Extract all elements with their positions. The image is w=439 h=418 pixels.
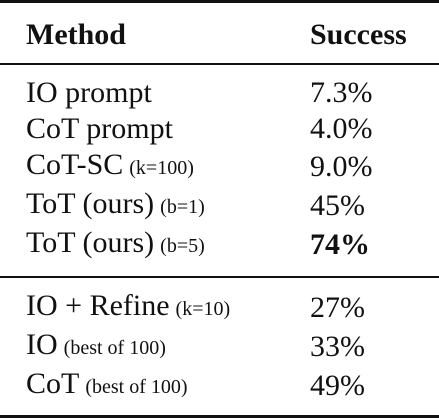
success-cell: 49%	[310, 368, 365, 402]
table-row: CoT (best of 100) 49%	[0, 366, 439, 417]
method-name: IO + Refine	[26, 289, 170, 322]
method-param: (k=100)	[129, 157, 194, 179]
method-cell: IO + Refine (k=10)	[0, 277, 302, 327]
method-cell: CoT (best of 100)	[0, 366, 302, 417]
table-row: CoT prompt 4.0%	[0, 111, 439, 147]
method-name: IO	[26, 328, 58, 361]
method-cell: IO prompt	[0, 64, 302, 111]
method-cell: ToT (ours) (b=1)	[0, 186, 302, 225]
method-param: (best of 100)	[85, 376, 188, 398]
success-cell: 9.0%	[310, 149, 373, 183]
header-row: Method Success	[0, 1, 439, 65]
method-cell: CoT-SC (k=100)	[0, 147, 302, 186]
method-name: ToT (ours)	[26, 187, 155, 220]
method-param: (b=1)	[160, 196, 205, 218]
header-success: Success	[310, 18, 407, 51]
method-cell: IO (best of 100)	[0, 327, 302, 366]
method-name: IO prompt	[26, 76, 152, 109]
table-row: ToT (ours) (b=1) 45%	[0, 186, 439, 225]
method-name: CoT prompt	[26, 112, 173, 145]
method-name: ToT (ours)	[26, 226, 155, 259]
method-param: (k=10)	[175, 298, 231, 320]
table-row: CoT-SC (k=100) 9.0%	[0, 147, 439, 186]
success-cell: 4.0%	[310, 112, 373, 145]
success-cell: 27%	[310, 290, 365, 324]
table-row: ToT (ours) (b=5) 74%	[0, 225, 439, 277]
success-cell: 7.3%	[310, 76, 373, 109]
method-param: (best of 100)	[63, 337, 166, 359]
success-cell-best: 74%	[310, 227, 370, 261]
table-row: IO (best of 100) 33%	[0, 327, 439, 366]
method-name: CoT-SC	[26, 148, 124, 181]
method-param: (b=5)	[160, 235, 205, 257]
success-cell: 45%	[310, 188, 365, 222]
header-method: Method	[26, 18, 126, 51]
method-name: CoT	[26, 367, 80, 400]
table-row: IO prompt 7.3%	[0, 64, 439, 111]
table-row: IO + Refine (k=10) 27%	[0, 277, 439, 327]
success-cell: 33%	[310, 329, 365, 363]
method-cell: ToT (ours) (b=5)	[0, 225, 302, 277]
method-cell: CoT prompt	[0, 111, 302, 147]
